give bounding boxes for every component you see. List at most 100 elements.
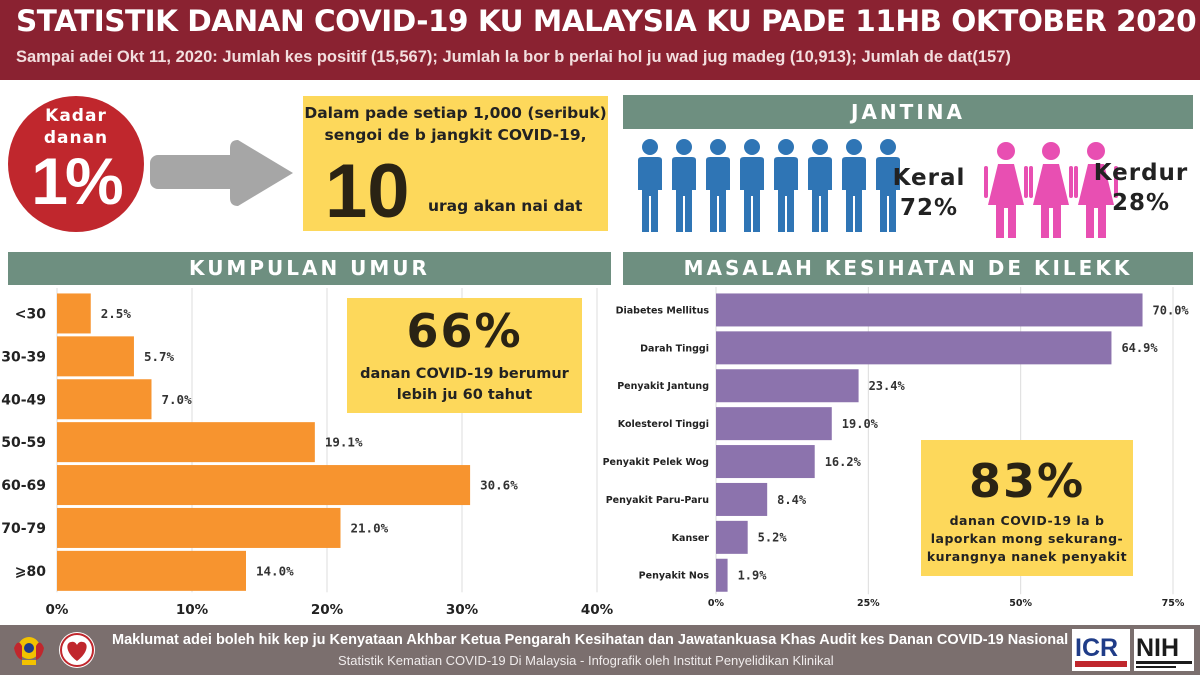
woman-icon [1029,142,1073,238]
category-label: 60-69 [1,478,46,494]
age-callout-text: danan COVID-19 berumur lebih ju 60 tahut [347,364,582,406]
category-label: Penyakit Pelek Wog [603,457,709,468]
bar [57,507,341,548]
value-label: 19.1% [325,435,363,450]
category-label: Penyakit Jantung [617,381,709,392]
bar [716,445,815,479]
x-tick-label: 20% [311,602,344,618]
man-icon [842,139,866,232]
x-tick-label: 10% [176,602,209,618]
page-title: STATISTIK DANAN COVID-19 KU MALAYSIA KU … [16,4,1197,38]
fatality-rate-circle: Kadar danan 1% [8,96,144,232]
category-label: <30 [15,306,46,322]
man-icon [774,139,798,232]
x-tick-label: 75% [1162,598,1185,609]
comorbidity-callout-value: 83% [968,454,1086,508]
nih-logo-text: NIH [1136,634,1179,662]
page-subtitle: Sampai adei Okt 11, 2020: Jumlah kes pos… [16,48,1011,66]
comorbidity-callout-line2: laporkan mong sekurang- [930,531,1124,546]
man-icon [706,139,730,232]
value-label: 2.5% [101,306,132,321]
footer-source: Maklumat adei boleh hik kep ju Kenyataan… [112,632,1069,648]
category-label: Kanser [672,533,710,544]
bar [57,336,134,377]
bar [716,407,832,441]
bar [57,550,246,591]
comorbidity-callout-line3: kurangnya nanek penyakit [926,549,1128,564]
nih-logo: NIH [1134,629,1194,671]
health-section-title: MASALAH KESIHATAN DE KILEKK [623,252,1193,285]
woman-icon [984,142,1028,238]
per-thousand-line1: Dalam pade setiap 1,000 (seribuk) [304,104,607,122]
x-tick-label: 0% [46,602,69,618]
gender-figures [638,139,1118,238]
comorbidity-callout-line1: danan COVID-19 la b [949,513,1105,528]
value-label: 30.6% [480,478,518,493]
female-percentage: 28% [1111,190,1171,216]
x-tick-label: 0% [708,598,725,609]
rate-label-line1: Kadar [45,106,107,126]
age-section-title: KUMPULAN UMUR [8,252,611,285]
x-tick-label: 30% [446,602,479,618]
value-label: 14.0% [256,563,294,578]
x-tick-label: 40% [581,602,614,618]
category-label: Penyakit Nos [639,571,710,582]
value-label: 70.0% [1153,303,1190,317]
man-icon [740,139,764,232]
per-thousand-number: 10 [325,149,410,234]
per-thousand-suffix: urag akan nai dat [428,197,583,215]
category-label: 70-79 [1,521,46,537]
value-label: 8.4% [777,493,807,507]
value-label: 64.9% [1121,341,1158,355]
age-callout: 66% danan COVID-19 berumur lebih ju 60 t… [347,298,582,413]
category-label: 50-59 [1,435,46,451]
bar [57,379,152,420]
bar [716,482,768,516]
value-label: 21.0% [351,520,389,535]
value-label: 23.4% [869,379,906,393]
icr-logo: ICR [1072,629,1130,671]
male-figures [638,139,900,232]
man-icon [876,139,900,232]
moh-crest-logo [14,637,44,665]
category-label: ⩾80 [15,564,46,580]
bar [57,293,91,334]
rate-value: 1% [31,144,123,218]
female-label: Kerdur [1093,160,1189,186]
gender-section-title: JANTINA [623,95,1193,129]
bar [716,520,748,554]
age-callout-line2: lebih ju 60 tahut [396,387,533,403]
rate-label-line2: danan [43,128,109,148]
category-label: Diabetes Mellitus [616,305,710,316]
value-label: 16.2% [825,455,862,469]
footer: Maklumat adei boleh hik kep ju Kenyataan… [0,625,1200,675]
icr-logo-text: ICR [1075,634,1118,662]
comorbidity-callout: 83% danan COVID-19 la b laporkan mong se… [921,440,1133,576]
male-percentage: 72% [899,195,959,221]
man-icon [808,139,832,232]
bar [57,422,315,463]
value-label: 1.9% [738,569,768,583]
woman-icon [1074,142,1118,238]
bar [716,293,1143,327]
right-arrow-icon [150,140,293,206]
category-label: 40-49 [1,392,46,408]
age-callout-line1: danan COVID-19 berumur [360,366,569,382]
category-label: Penyakit Paru-Paru [606,495,709,506]
bar [716,331,1112,365]
header-banner: STATISTIK DANAN COVID-19 KU MALAYSIA KU … [0,0,1200,80]
value-label: 7.0% [162,392,193,407]
value-label: 5.7% [144,349,175,364]
crc-logo [59,632,95,668]
bar [716,558,728,592]
male-label: Keral [892,165,966,191]
category-label: Kolesterol Tinggi [618,419,709,430]
bar [57,465,471,506]
category-label: Darah Tinggi [640,343,709,354]
per-thousand-line2: sengoi de b jangkit COVID-19, [324,126,587,144]
footer-credit: Statistik Kematian COVID-19 Di Malaysia … [338,653,834,668]
age-callout-value: 66% [406,304,523,358]
x-tick-label: 50% [1009,598,1032,609]
per-thousand-callout: Dalam pade setiap 1,000 (seribuk) sengoi… [303,96,608,234]
category-label: 30-39 [1,349,46,365]
